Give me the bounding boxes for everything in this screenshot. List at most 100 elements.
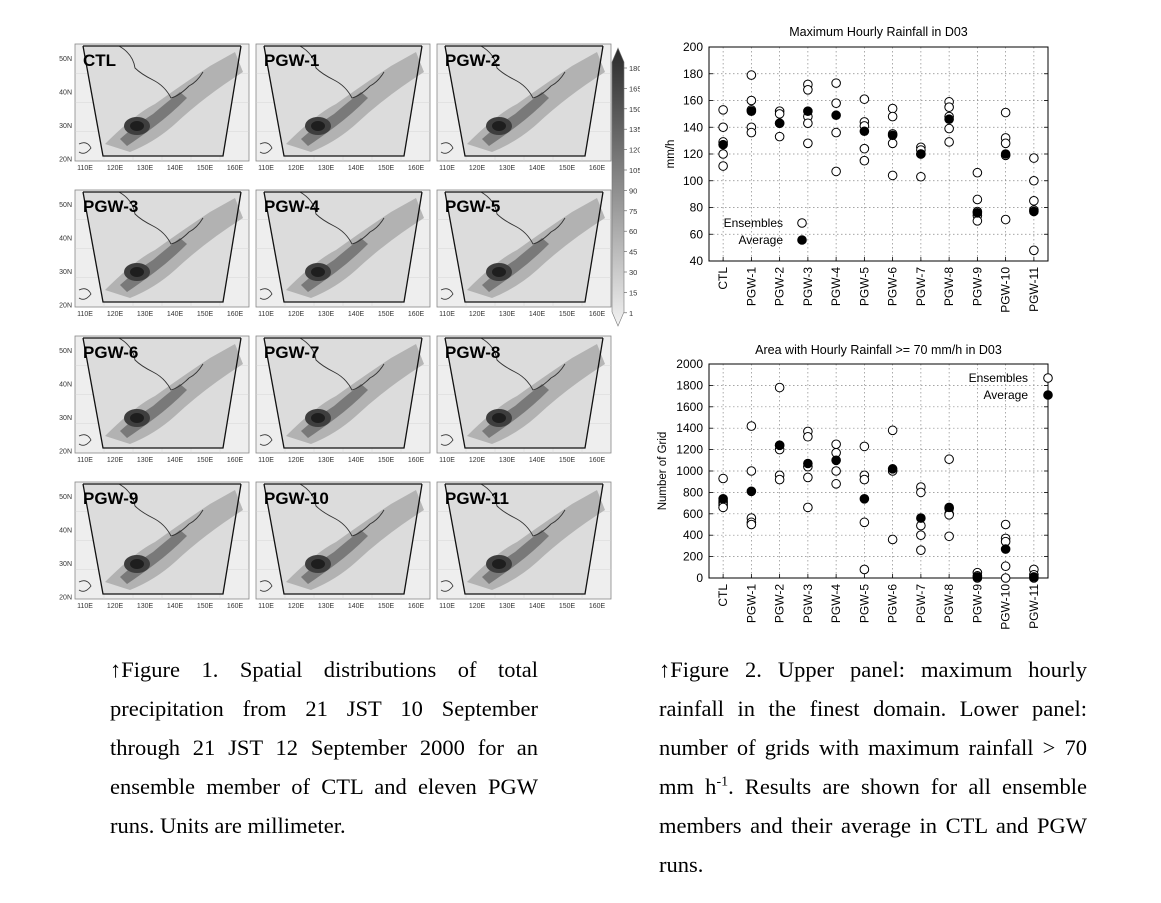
coastline <box>440 434 454 446</box>
ensemble-point <box>859 474 870 485</box>
coastline <box>299 337 385 391</box>
lon-label: 110E <box>258 165 274 172</box>
average-point <box>887 464 898 474</box>
lon-label: 110E <box>77 457 93 464</box>
ensemble-point <box>803 431 813 442</box>
lon-label: 130E <box>499 603 516 610</box>
ensemble-point <box>746 421 757 431</box>
x-tick-label: CTL <box>716 267 730 290</box>
colorbar-bar <box>611 47 625 327</box>
legend-ensembles-marker <box>1043 373 1053 383</box>
lon-label: 160E <box>408 603 425 610</box>
lon-label: 150E <box>559 165 576 172</box>
lon-label: 140E <box>348 165 365 172</box>
lat-label: 20N <box>59 595 72 602</box>
lon-label: 130E <box>499 165 516 172</box>
y-tick-label: 140 <box>683 120 703 134</box>
typhoon-core-rain-heaviest <box>311 121 325 131</box>
ensemble-point <box>831 127 841 138</box>
ensemble-point <box>944 123 954 134</box>
coastline <box>118 45 204 99</box>
coastline <box>118 191 204 245</box>
y-tick-label: 400 <box>683 528 703 542</box>
colorbar-label: 30 <box>629 268 637 277</box>
model-domain-boundary <box>263 483 423 595</box>
typhoon-core-rain-heaviest <box>130 121 144 131</box>
lon-label: 150E <box>197 311 214 318</box>
figure2-caption: ↑Figure 2. Upper panel: maximum hourly r… <box>659 650 1087 884</box>
ensemble-point <box>972 167 983 178</box>
map-panel: PGW-1 110E 120E 130E 140E 150E 160E <box>255 43 431 172</box>
typhoon-core-rain-heaviest <box>311 559 325 569</box>
colorbar-label: 1 <box>629 309 633 318</box>
plot-frame <box>708 46 1049 262</box>
lon-label: 160E <box>408 457 425 464</box>
y-tick-label: 1200 <box>676 443 703 457</box>
average-point <box>859 494 870 504</box>
y-tick-label: 2000 <box>676 357 703 371</box>
lat-label: 40N <box>59 382 72 389</box>
x-tick-label: PGW-8 <box>942 584 956 623</box>
average-point <box>718 494 728 504</box>
colorbar-label: 75 <box>629 207 637 216</box>
average-point <box>803 106 813 116</box>
ensemble-point <box>831 439 841 450</box>
coastline <box>299 191 385 245</box>
ensemble-point <box>718 502 728 513</box>
colorbar-label: 165 <box>629 84 640 93</box>
lon-label: 110E <box>77 165 93 172</box>
panel-label: PGW-10 <box>264 489 329 508</box>
lon-label: 140E <box>529 165 546 172</box>
y-tick-label: 160 <box>683 94 703 108</box>
average-point <box>972 572 983 582</box>
ensemble-point <box>831 479 841 489</box>
map-panel: PGW-3 50N 40N 30N 20N 110E 120E 130E 140E 150E 160… <box>59 189 250 318</box>
ensemble-point <box>887 170 898 181</box>
ensemble-point <box>916 171 926 182</box>
lat-label: 30N <box>59 269 72 276</box>
average-point <box>746 486 757 497</box>
lon-label: 120E <box>288 603 305 610</box>
lon-label: 120E <box>107 603 124 610</box>
ensemble-point <box>774 474 785 485</box>
lon-label: 130E <box>499 457 516 464</box>
ensemble-point <box>831 78 841 88</box>
chart-max-hourly-rainfall: Maximum Hourly Rainfall in D03 40 60 80 100 1… <box>665 25 1049 313</box>
lon-label: 120E <box>469 603 486 610</box>
model-domain-boundary <box>82 337 242 449</box>
coastline <box>299 483 385 537</box>
ensemble-point <box>803 502 813 513</box>
x-tick-label: PGW-4 <box>829 267 843 306</box>
ensemble-point <box>1000 107 1011 118</box>
colorbar-label: 150 <box>629 105 640 114</box>
lat-label: 40N <box>59 528 72 535</box>
plot-frame <box>708 363 1049 579</box>
lon-label: 150E <box>197 457 214 464</box>
lon-label: 130E <box>137 603 154 610</box>
ensemble-point <box>1000 561 1011 572</box>
ensemble-point <box>887 111 898 122</box>
lon-label: 150E <box>559 603 576 610</box>
lon-label: 160E <box>408 165 425 172</box>
colorbar-label: 105 <box>629 166 640 175</box>
lon-label: 140E <box>348 603 365 610</box>
lon-label: 120E <box>469 457 486 464</box>
map-panel: PGW-5 110E 120E 130E 140E 150E 160E <box>436 189 612 318</box>
ensemble-point <box>859 143 870 154</box>
coastline <box>299 45 385 99</box>
figure2-caption-text-end: . Results are shown for all ensemble mem… <box>659 774 1087 877</box>
typhoon-core-rain-heaviest <box>492 559 506 569</box>
lon-label: 160E <box>227 165 244 172</box>
legend-ensembles-label: Ensembles <box>724 216 783 230</box>
legend-ensembles-marker <box>797 218 807 228</box>
coastline <box>78 288 92 300</box>
x-tick-label: PGW-8 <box>942 267 956 306</box>
coastline <box>78 580 92 592</box>
lon-label: 110E <box>258 457 274 464</box>
average-point <box>803 458 813 469</box>
panel-label: PGW-6 <box>83 343 138 362</box>
lon-label: 140E <box>167 311 184 318</box>
lat-label: 20N <box>59 449 72 456</box>
ensemble-point <box>831 466 841 476</box>
